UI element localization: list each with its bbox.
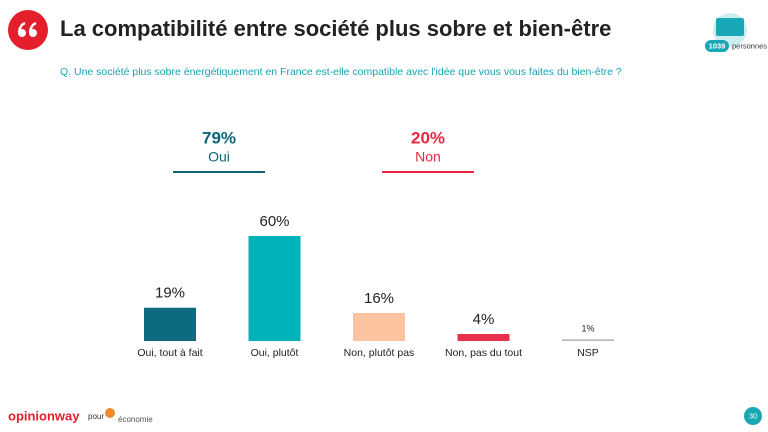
quote-icon bbox=[8, 10, 48, 50]
category-label: Oui, plutôt bbox=[251, 347, 299, 359]
value-label: 19% bbox=[155, 285, 185, 302]
sample-unit: personnes bbox=[732, 41, 767, 50]
bar bbox=[562, 339, 614, 341]
sample-icon-people bbox=[716, 18, 744, 36]
sample-count: 1039 bbox=[709, 41, 726, 50]
summary-value: 20% bbox=[411, 128, 445, 147]
title: La compatibilité entre société plus sobr… bbox=[60, 16, 611, 41]
value-label: 1% bbox=[581, 324, 594, 334]
partner-logo bbox=[105, 408, 115, 418]
value-label: 16% bbox=[364, 290, 394, 307]
brand: opinionway bbox=[8, 408, 80, 423]
partner: économie bbox=[118, 415, 153, 424]
summary-name: Non bbox=[415, 149, 441, 165]
sample-pill bbox=[705, 40, 729, 52]
category-label: Oui, tout à fait bbox=[137, 347, 202, 359]
bar bbox=[144, 307, 196, 341]
summary-name: Oui bbox=[208, 149, 230, 165]
summary-value: 79% bbox=[202, 128, 236, 147]
page-badge bbox=[744, 407, 762, 425]
question: Q. Une société plus sobre énergétiquemen… bbox=[60, 66, 622, 78]
bar bbox=[248, 236, 301, 341]
category-label: Non, pas du tout bbox=[445, 347, 522, 359]
bar bbox=[457, 334, 510, 341]
category-label: Non, plutôt pas bbox=[344, 347, 415, 359]
category-label: NSP bbox=[577, 347, 599, 359]
value-label: 4% bbox=[473, 311, 495, 328]
quote-tail bbox=[17, 21, 37, 33]
for: pour bbox=[88, 412, 104, 421]
page-number: 30 bbox=[749, 411, 757, 420]
value-label: 60% bbox=[259, 213, 289, 230]
bar bbox=[353, 313, 405, 341]
